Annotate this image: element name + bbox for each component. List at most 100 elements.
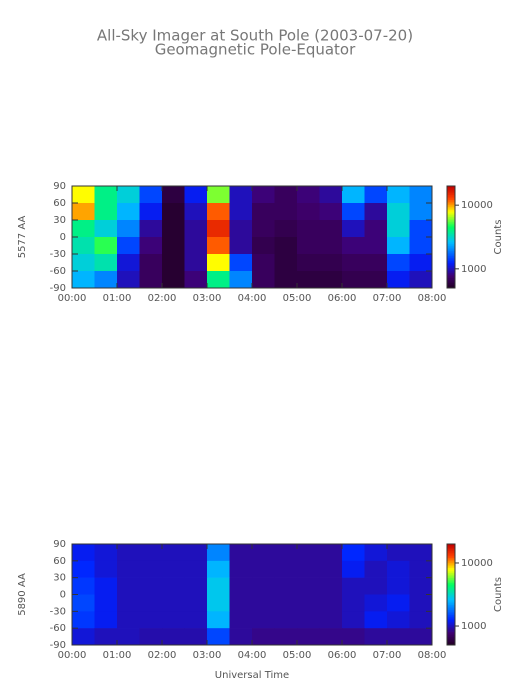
colorbar-band <box>447 592 455 595</box>
colorbar-band <box>447 279 455 282</box>
heatmap-cell <box>409 271 433 289</box>
colorbar-band <box>447 616 455 619</box>
colorbar-band <box>447 237 455 240</box>
x-tick-label: 04:00 <box>238 650 267 661</box>
x-tick-label: 01:00 <box>103 293 132 304</box>
colorbar-band <box>447 547 455 550</box>
heatmap-cell <box>94 254 118 272</box>
heatmap-cell <box>72 271 95 289</box>
colorbar-band <box>447 641 455 644</box>
colorbar-band <box>447 191 455 194</box>
heatmap-cell <box>184 544 208 562</box>
heatmap-cell <box>229 560 253 578</box>
heatmap-cell <box>297 544 320 562</box>
heatmap-cell <box>139 203 163 221</box>
heatmap-cell <box>297 271 320 289</box>
y-tick-label: 30 <box>53 573 66 584</box>
heatmap-cell <box>297 220 320 238</box>
heatmap-cell <box>72 220 95 238</box>
x-tick-label: 03:00 <box>193 650 222 661</box>
colorbar-band <box>447 604 455 607</box>
heatmap-cell <box>297 237 320 255</box>
colorbar-tick-label: 1000 <box>461 264 486 275</box>
colorbar-band <box>447 272 455 275</box>
heatmap-cell <box>139 237 163 255</box>
heatmap-cell <box>274 237 298 255</box>
x-tick-label: 06:00 <box>328 293 357 304</box>
colorbar-band <box>447 599 455 602</box>
heatmap-cell <box>207 203 230 221</box>
heatmap-cell <box>72 254 95 272</box>
heatmap-cell <box>72 594 95 612</box>
heatmap-cell <box>274 594 298 612</box>
heatmap-cell <box>162 186 185 204</box>
heatmap-cell <box>117 237 140 255</box>
heatmap-cell <box>252 220 275 238</box>
heatmap-cell <box>162 237 185 255</box>
heatmap-cell <box>319 254 343 272</box>
y-tick-label: -90 <box>50 283 66 294</box>
heatmap-cell <box>184 594 208 612</box>
y-axis-label: 5890 AA <box>17 573 28 616</box>
heatmap-cell <box>297 611 320 629</box>
colorbar-band <box>447 201 455 204</box>
heatmap-cell <box>117 254 140 272</box>
heatmap-cell <box>274 628 298 646</box>
colorbar-band <box>447 623 455 626</box>
colorbar-band <box>447 555 455 558</box>
heatmap-cell <box>162 577 185 595</box>
colorbar-band <box>447 228 455 231</box>
colorbar-band <box>447 565 455 568</box>
heatmap-cell <box>297 577 320 595</box>
colorbar-band <box>447 262 455 265</box>
colorbar-band <box>447 584 455 587</box>
colorbar-band <box>447 231 455 234</box>
heatmap-cell <box>319 220 343 238</box>
heatmap-cell <box>252 271 275 289</box>
heatmap-cell <box>319 577 343 595</box>
heatmap-cell <box>342 203 365 221</box>
colorbar-band <box>447 238 455 241</box>
colorbar-label: Counts <box>493 577 504 612</box>
colorbar-band <box>447 582 455 585</box>
heatmap-cell <box>139 271 163 289</box>
heatmap-cell <box>72 611 95 629</box>
heatmap-cell <box>184 203 208 221</box>
heatmap-cell <box>342 628 365 646</box>
heatmap-cell <box>229 577 253 595</box>
heatmap-cell <box>229 186 253 204</box>
colorbar-band <box>447 267 455 270</box>
heatmap-cell <box>72 577 95 595</box>
colorbar-band <box>447 628 455 631</box>
heatmap-cell <box>252 186 275 204</box>
heatmap-cell <box>229 220 253 238</box>
y-tick-label: 60 <box>53 556 66 567</box>
colorbar-band <box>447 570 455 574</box>
y-tick-label: 90 <box>53 181 66 192</box>
colorbar-band <box>447 214 455 217</box>
heatmap-cell <box>94 544 118 562</box>
colorbar-band <box>447 587 455 590</box>
heatmap-cell <box>342 271 365 289</box>
colorbar-frame <box>446 543 456 646</box>
colorbar-band <box>447 611 455 614</box>
heatmap-cell <box>207 628 230 646</box>
heatmap-cell <box>364 203 388 221</box>
heatmap-cell <box>364 271 388 289</box>
heatmap-cell <box>319 544 343 562</box>
heatmap-cell <box>409 544 433 562</box>
colorbar-band <box>447 189 455 192</box>
heatmap-cell <box>72 203 95 221</box>
heatmap-cell <box>139 544 163 562</box>
colorbar-band <box>447 597 455 600</box>
heatmap-cell <box>297 186 320 204</box>
chart-subtitle: Geomagnetic Pole-Equator <box>155 41 356 59</box>
colorbar-band <box>447 621 455 624</box>
colorbar-band <box>447 209 455 212</box>
heatmap-cell <box>409 220 433 238</box>
heatmap-cell <box>409 577 433 595</box>
colorbar-band <box>447 245 455 248</box>
y-tick-label: -30 <box>50 606 66 617</box>
heatmap-cell <box>409 560 433 578</box>
